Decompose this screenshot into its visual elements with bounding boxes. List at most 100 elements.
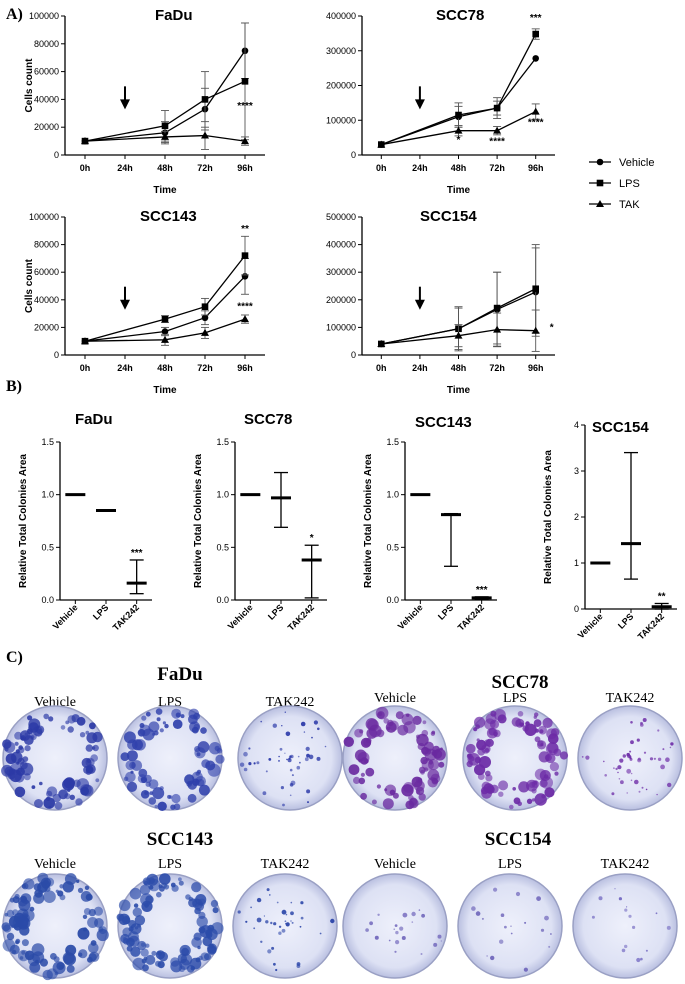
colony-spot — [360, 757, 369, 765]
colony-spot — [278, 755, 280, 758]
legend-marker-circle — [596, 158, 604, 166]
y-tick-label: 60000 — [34, 67, 59, 77]
colony-spot — [313, 720, 318, 725]
colony-spot — [132, 907, 142, 917]
colony-spot — [2, 739, 12, 749]
colony-spot — [141, 900, 153, 913]
colony-spot — [273, 962, 276, 966]
colony-spot — [52, 793, 62, 803]
colony-spot — [411, 911, 416, 917]
petri-dish — [457, 873, 563, 979]
growth-chart-SCC78: SCC78 0 100000 200000 300000 400000 0h 24h 48h 72… — [326, 7, 555, 196]
colony-spot — [549, 762, 560, 772]
dish-group-title: SCC78 — [491, 672, 548, 693]
colony-spot — [433, 942, 438, 947]
colony-spot — [626, 906, 628, 908]
colony-spot — [524, 723, 537, 736]
colony-spot — [48, 805, 52, 809]
colony-spot — [93, 906, 103, 916]
y-tick-label: 0 — [351, 150, 356, 160]
y-tick-label: 1.0 — [216, 490, 229, 500]
colony-spot — [290, 920, 292, 922]
data-point — [454, 331, 463, 339]
y-tick-label: 0 — [351, 350, 356, 360]
colony-spot — [367, 719, 379, 731]
colony-spot — [73, 779, 81, 788]
dish-label: TAK242 — [606, 691, 655, 706]
data-point — [161, 122, 169, 130]
colony-spot — [645, 788, 648, 791]
colony-spot — [98, 926, 107, 935]
colony-spot — [19, 956, 24, 960]
data-point — [241, 315, 249, 323]
colony-spot — [430, 731, 436, 736]
significance-label: **** — [237, 101, 253, 112]
colony-spot — [581, 756, 584, 758]
colony-spot — [285, 923, 287, 925]
y-tick-label: 200000 — [326, 295, 356, 305]
colony-spot — [270, 921, 273, 925]
colony-spot — [534, 793, 547, 806]
colony-spot — [198, 898, 206, 907]
colony-spot — [640, 721, 643, 725]
series-TAK — [81, 314, 249, 346]
series-TAK — [377, 103, 540, 148]
colony-spot — [269, 894, 271, 896]
colony-spot — [134, 915, 146, 926]
colony-spot — [319, 932, 322, 935]
data-point — [201, 314, 209, 322]
legend-label: TAK — [619, 199, 640, 211]
colony-spot — [618, 778, 621, 780]
colony-spot — [369, 921, 373, 926]
colony-spot — [31, 951, 45, 964]
colony-spot — [486, 955, 488, 957]
colony-spot — [27, 728, 33, 735]
colony-spot — [638, 790, 641, 793]
x-tick-label: 24h — [117, 363, 133, 373]
colony-spot — [85, 744, 94, 752]
colony-spot — [141, 715, 147, 721]
colony-spot — [23, 773, 31, 781]
y-axis-label: Relative Total Colonies Area — [18, 454, 29, 588]
colony-spot — [515, 891, 521, 897]
significance-label: ** — [241, 224, 249, 235]
legend-marker-square — [596, 179, 604, 187]
x-tick-label: TAK242 — [111, 602, 141, 632]
y-tick-label: 100000 — [29, 212, 59, 222]
treatment-arrow-head — [414, 299, 425, 310]
colony-spot — [665, 757, 670, 762]
colony-spot — [418, 778, 423, 783]
data-point — [161, 132, 169, 140]
colony-spot — [544, 787, 555, 798]
colony-spot — [196, 915, 208, 928]
treatment-arrow-head — [120, 99, 130, 110]
colony-spot — [358, 758, 362, 763]
colony-area-charts: FaDu 0.0 0.5 1.0 1.5 Relative Total Colonies … — [18, 411, 677, 642]
colony-spot — [20, 761, 28, 770]
colony-spot — [137, 940, 147, 951]
colony-spot — [82, 914, 88, 919]
data-point — [455, 111, 462, 119]
colony-spot — [134, 739, 146, 751]
colony-spot — [536, 896, 541, 901]
data-point — [532, 285, 539, 293]
colony-spot — [129, 887, 142, 900]
colony-spot — [611, 792, 615, 796]
colony-spot — [614, 888, 616, 890]
y-tick-label: 400000 — [326, 11, 356, 21]
x-tick-label: 48h — [451, 163, 467, 173]
colony-spot — [300, 916, 304, 920]
colony-spot — [412, 715, 422, 726]
colony-spot — [420, 953, 423, 955]
colony-spot — [157, 951, 162, 956]
colony-spot — [363, 738, 372, 747]
x-tick-label: 96h — [528, 363, 544, 373]
colony-spot — [79, 732, 86, 738]
colony-spot — [422, 720, 427, 725]
colony-spot — [118, 899, 131, 912]
colony-spot — [35, 959, 39, 964]
colony-spot — [290, 911, 294, 916]
colony-spot — [31, 785, 36, 789]
data-point — [454, 126, 463, 134]
colony-spot — [4, 747, 9, 752]
